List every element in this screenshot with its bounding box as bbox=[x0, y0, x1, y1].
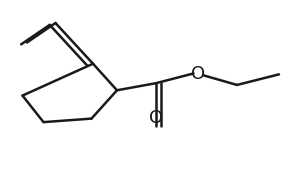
Text: O: O bbox=[191, 65, 205, 83]
Text: O: O bbox=[149, 109, 163, 127]
